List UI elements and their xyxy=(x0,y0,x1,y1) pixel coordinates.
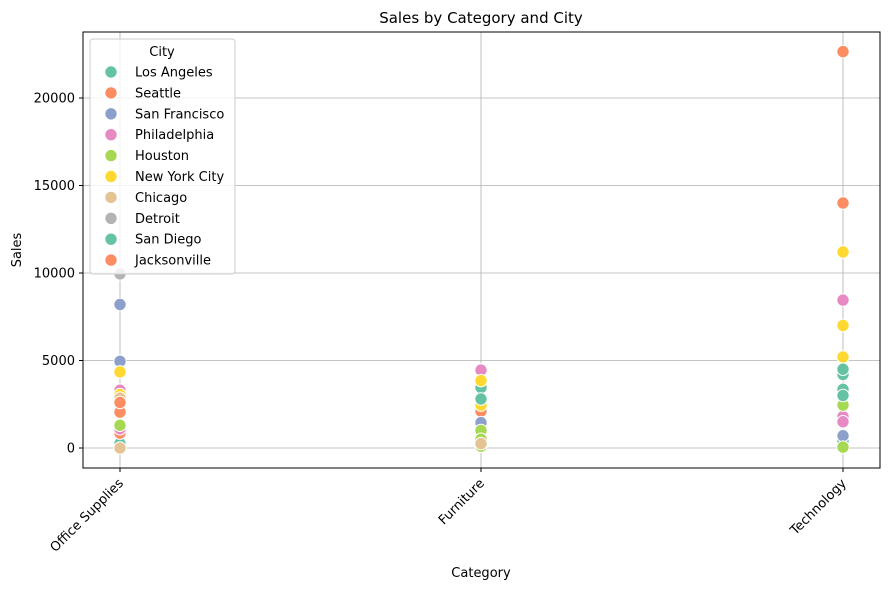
y-tick-label: 5000 xyxy=(42,354,75,369)
legend-marker xyxy=(104,211,118,226)
data-point xyxy=(836,293,850,307)
y-tick-label: 20000 xyxy=(34,92,75,107)
legend-marker xyxy=(104,86,118,100)
data-points xyxy=(113,44,850,455)
data-point xyxy=(836,196,850,210)
x-axis-ticks: Office Supplies Furniture Technology xyxy=(48,468,850,555)
data-point xyxy=(836,245,850,259)
data-point xyxy=(474,392,488,406)
legend-marker xyxy=(104,148,118,163)
x-tick-label: Technology xyxy=(787,476,850,539)
chart-title: Sales by Category and City xyxy=(379,9,583,27)
data-point xyxy=(113,395,127,410)
data-point xyxy=(836,350,850,364)
legend-label: New York City xyxy=(135,170,224,185)
data-point xyxy=(836,429,850,443)
data-point xyxy=(474,436,488,451)
y-tick-label: 0 xyxy=(67,442,75,457)
x-axis-label: Category xyxy=(451,566,511,581)
data-point xyxy=(836,318,850,333)
legend-marker xyxy=(104,253,118,267)
data-point xyxy=(474,373,488,388)
data-point xyxy=(113,418,127,432)
legend-marker xyxy=(104,232,118,246)
legend-label: Chicago xyxy=(135,191,187,206)
legend-box xyxy=(89,38,236,275)
data-point xyxy=(836,362,850,376)
legend-marker xyxy=(104,190,118,205)
legend-label: Los Angeles xyxy=(135,66,213,81)
y-axis-ticks: 0 5000 10000 15000 20000 xyxy=(34,92,83,457)
data-point xyxy=(836,44,850,59)
legend-marker xyxy=(104,128,118,142)
y-axis-label: Sales xyxy=(10,232,25,267)
legend-label: San Francisco xyxy=(135,107,224,122)
data-point xyxy=(836,388,850,403)
legend-label: San Diego xyxy=(135,233,201,248)
legend-title: City xyxy=(149,45,175,60)
legend-label: Philadelphia xyxy=(135,128,214,143)
legend-label: Jacksonville xyxy=(134,254,211,269)
legend-marker xyxy=(104,65,118,79)
legend: City Los Angeles Seattle San Francisco Phil… xyxy=(89,38,236,275)
data-point xyxy=(836,440,850,454)
x-tick-label: Office Supplies xyxy=(48,476,127,555)
legend-label: Houston xyxy=(135,149,189,164)
legend-marker xyxy=(104,169,118,184)
x-tick-label: Furniture xyxy=(436,476,488,528)
legend-label: Seattle xyxy=(135,86,181,101)
legend-label: Detroit xyxy=(135,212,180,227)
data-point xyxy=(113,441,127,455)
y-tick-label: 10000 xyxy=(34,267,75,282)
data-point xyxy=(113,297,127,312)
data-point xyxy=(836,415,850,429)
legend-marker xyxy=(104,107,118,121)
y-tick-label: 15000 xyxy=(34,179,75,194)
data-point xyxy=(113,365,127,379)
